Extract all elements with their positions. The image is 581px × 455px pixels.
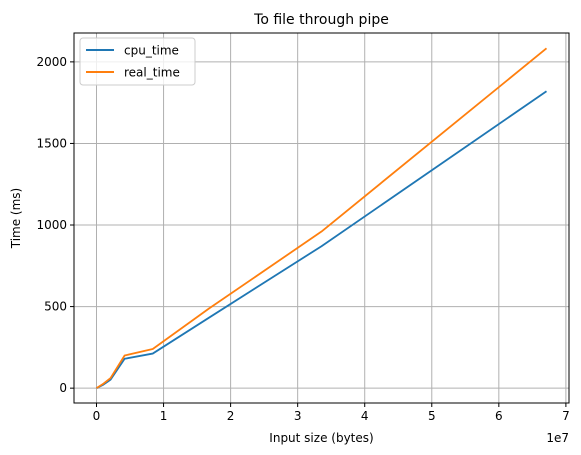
legend: cpu_time real_time [79, 37, 196, 86]
grid-lines [74, 33, 569, 403]
y-tick-label: 1500 [36, 136, 67, 150]
x-tick-label: 4 [361, 409, 369, 423]
plot-frame [73, 32, 570, 404]
legend-label-real-time: real_time [124, 66, 180, 80]
series-lines [96, 47, 548, 389]
y-tick-label: 500 [44, 300, 67, 314]
y-tick-label: 1000 [36, 218, 67, 232]
x-tick-label: 2 [227, 409, 235, 423]
y-axis-label: Time (ms) [9, 188, 23, 250]
x-tick-label: 5 [428, 409, 436, 423]
chart-title: To file through pipe [253, 12, 389, 28]
series-line-real-time [96, 47, 548, 389]
x-axis-label: Input size (bytes) [269, 431, 373, 445]
legend-label-cpu-time: cpu_time [124, 44, 179, 58]
x-tick-label: 3 [294, 409, 302, 423]
y-tick-label: 0 [59, 381, 67, 395]
y-tick-label: 2000 [36, 55, 67, 69]
x-tick-label: 6 [495, 409, 503, 423]
y-axis-ticks: 0 500 1000 1500 2000 [36, 55, 74, 395]
x-axis-ticks: 0 1 2 3 4 5 6 7 [93, 403, 570, 423]
x-axis-offset-label: 1e7 [546, 431, 569, 445]
x-tick-label: 7 [562, 409, 570, 423]
x-tick-label: 0 [93, 409, 101, 423]
x-tick-label: 1 [160, 409, 168, 423]
